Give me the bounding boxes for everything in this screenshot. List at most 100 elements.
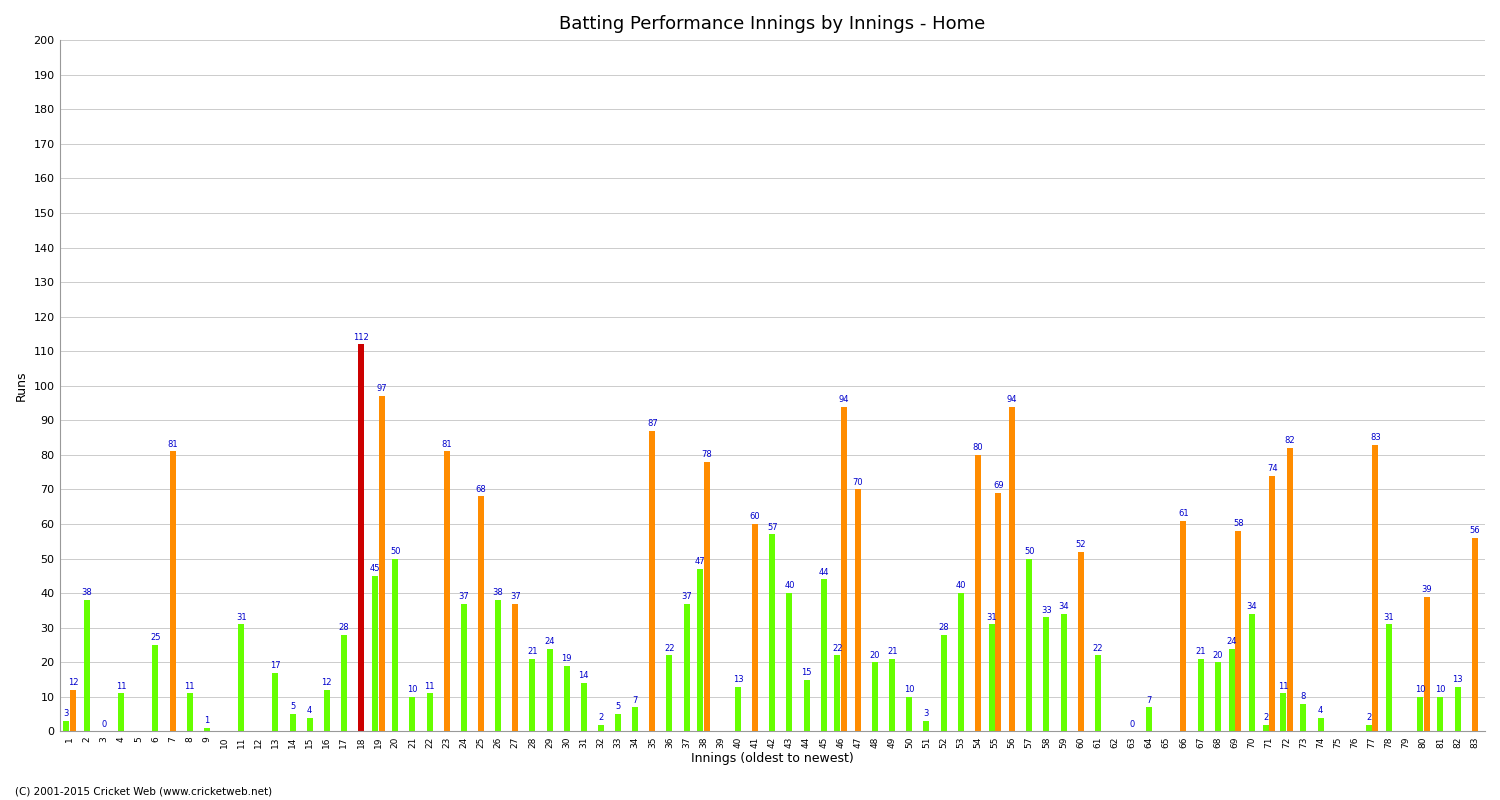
Bar [924,721,930,731]
Bar [996,493,1002,731]
Bar [598,725,604,731]
Text: 31: 31 [236,613,246,622]
Text: 28: 28 [339,623,350,632]
Text: 37: 37 [681,592,692,601]
Text: 2: 2 [598,713,603,722]
Text: 17: 17 [270,661,280,670]
Bar [340,634,346,731]
Bar [752,524,758,731]
Bar [615,714,621,731]
Bar [273,673,279,731]
Bar [564,666,570,731]
Text: 37: 37 [510,592,520,601]
Bar [804,680,810,731]
Text: 81: 81 [441,440,452,449]
Text: 112: 112 [352,333,369,342]
Text: 31: 31 [987,613,998,622]
Bar [666,655,672,731]
Bar [650,430,656,731]
Bar [1437,697,1443,731]
Text: 22: 22 [833,644,843,653]
Text: 78: 78 [702,450,712,459]
Text: 3: 3 [64,710,69,718]
Bar [118,694,124,731]
Text: 11: 11 [184,682,195,690]
Bar [855,490,861,731]
Bar [1372,445,1378,731]
Text: 33: 33 [1041,606,1052,614]
Text: 94: 94 [1007,394,1017,404]
Text: 10: 10 [904,685,915,694]
Text: (C) 2001-2015 Cricket Web (www.cricketweb.net): (C) 2001-2015 Cricket Web (www.cricketwe… [15,786,272,796]
Bar [1317,718,1323,731]
Text: 28: 28 [939,623,950,632]
Text: 13: 13 [1452,674,1462,684]
Text: 34: 34 [1246,602,1257,611]
Bar [1365,725,1371,731]
Bar [632,707,638,731]
Bar [1077,552,1083,731]
Text: 11: 11 [1278,682,1288,690]
Bar [1263,725,1269,731]
Text: 94: 94 [839,394,849,404]
Bar [1060,614,1066,731]
Bar [975,455,981,731]
Text: 81: 81 [168,440,178,449]
Text: 15: 15 [801,668,812,677]
Text: 11: 11 [424,682,435,690]
Bar [842,406,848,731]
Bar [1197,659,1203,731]
Text: 56: 56 [1470,526,1480,535]
Bar [324,690,330,731]
Text: 38: 38 [494,588,504,598]
Bar [1418,697,1424,731]
Bar [378,396,384,731]
Bar [580,683,586,731]
Text: 40: 40 [956,582,966,590]
Text: 80: 80 [972,443,982,452]
Text: 3: 3 [924,710,928,718]
Bar [204,728,210,731]
Bar [871,662,877,731]
Text: 31: 31 [1383,613,1395,622]
Text: 14: 14 [579,671,590,680]
Text: 97: 97 [376,384,387,394]
Text: 20: 20 [1212,650,1222,659]
Text: 1: 1 [204,716,210,726]
Text: 22: 22 [664,644,675,653]
Text: 4: 4 [1318,706,1323,715]
Bar [460,603,466,731]
Bar [410,697,416,731]
Bar [786,594,792,731]
Text: 8: 8 [1300,692,1306,701]
Bar [698,569,703,731]
Text: 0: 0 [102,720,106,729]
Bar [704,462,710,731]
X-axis label: Innings (oldest to newest): Innings (oldest to newest) [692,752,853,765]
Text: 60: 60 [750,512,760,522]
Text: 34: 34 [1058,602,1070,611]
Bar [1095,655,1101,731]
Bar [495,600,501,731]
Text: 5: 5 [290,702,296,711]
Text: 7: 7 [1146,695,1152,705]
Text: 22: 22 [1092,644,1102,653]
Bar [444,451,450,731]
Bar [1455,686,1461,731]
Text: 70: 70 [852,478,862,486]
Text: 24: 24 [1227,637,1238,646]
Text: 5: 5 [615,702,621,711]
Bar [1280,694,1286,731]
Bar [1044,618,1050,731]
Text: 50: 50 [1024,547,1035,556]
Bar [1287,448,1293,731]
Bar [546,649,552,731]
Bar [530,659,536,731]
Bar [1300,704,1306,731]
Text: 4: 4 [308,706,312,715]
Text: 2: 2 [1366,713,1371,722]
Text: 7: 7 [633,695,638,705]
Text: 21: 21 [1196,647,1206,656]
Bar [63,721,69,731]
Text: 50: 50 [390,547,400,556]
